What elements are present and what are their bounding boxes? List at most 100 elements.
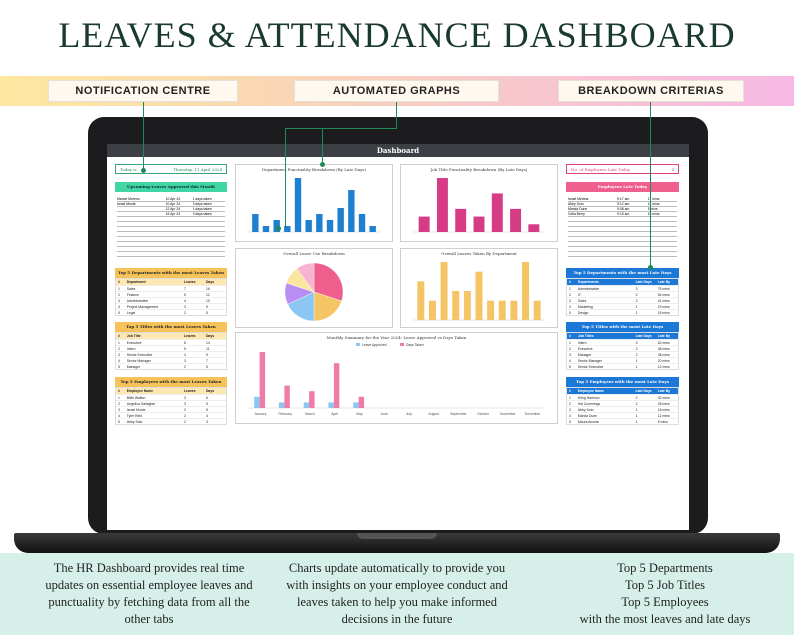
footer-right-line: Top 5 Job Titles bbox=[624, 578, 706, 592]
table-cell: 5 bbox=[569, 311, 571, 315]
table-cell: Design bbox=[577, 311, 589, 315]
laptop-base bbox=[14, 533, 780, 553]
table-cell: Senior Executive bbox=[577, 365, 604, 369]
chart-bar bbox=[353, 402, 359, 408]
table-header: # Employee Name Late Days Late By bbox=[567, 388, 678, 394]
legend-label: Days Taken bbox=[406, 343, 424, 347]
late-today-list: Israel Medina 9:17 am 17 mins Abby Soto 9:12… bbox=[568, 197, 677, 257]
chart-bar bbox=[528, 224, 540, 232]
connector-line bbox=[322, 128, 397, 129]
table-row: 2 Hal Cummings 2 28 mins bbox=[567, 400, 678, 406]
table-cell: 7 bbox=[205, 359, 208, 363]
table-cell: Hal Cummings bbox=[577, 402, 601, 406]
list-cell: 12 Apr 24 bbox=[165, 207, 181, 211]
table-cell: 1 bbox=[118, 396, 120, 400]
table-row: 1 Administrative 3 75 mins bbox=[567, 285, 678, 291]
table-cell: 1 bbox=[635, 414, 638, 418]
table-cell: 1 bbox=[635, 311, 638, 315]
table-cell: 4 bbox=[569, 414, 571, 418]
x-tick-label: November bbox=[500, 412, 517, 416]
connector-line bbox=[650, 102, 651, 268]
list-cell bbox=[117, 207, 166, 211]
connector-dot bbox=[276, 226, 281, 231]
table-row: 1 Intern 3 62 mins bbox=[567, 339, 678, 345]
table-header-cell: Late Days bbox=[635, 389, 652, 393]
table-cell: 3 bbox=[635, 341, 638, 345]
table-cell: Project Management bbox=[126, 305, 159, 309]
table-row: 1 Executive 6 14 bbox=[116, 339, 226, 345]
table-cell: Marketing bbox=[577, 305, 593, 309]
today-value: Thursday, 11 April 2024 bbox=[173, 166, 222, 172]
table-cell: 5 bbox=[205, 402, 208, 406]
chart-bar bbox=[452, 291, 460, 320]
table-row: 4 Marketing 1 23 mins bbox=[567, 303, 678, 309]
dashboard-header: Dashboard bbox=[107, 144, 689, 157]
table-cell: 2 bbox=[118, 402, 120, 406]
chart-bar bbox=[369, 226, 376, 232]
list-cell: 17 mins bbox=[647, 197, 660, 201]
table-cell: 6 bbox=[183, 341, 186, 345]
table-cell: 12 bbox=[205, 293, 210, 297]
chart-bar bbox=[417, 281, 425, 320]
table-header-cell: Late By bbox=[657, 334, 671, 338]
table-cell: 3 bbox=[183, 359, 186, 363]
top-emps-late-header: Top 5 Employees with the most Late Days bbox=[566, 377, 679, 387]
table-header: # Job Title Leaves Days bbox=[116, 333, 226, 339]
top-depts-leaves-header: Top 5 Departments with the most Leaves T… bbox=[115, 268, 227, 278]
table-cell: 4 bbox=[118, 359, 120, 363]
list-item: Israel Monte 10 Apr 24 3 days taken bbox=[117, 202, 225, 207]
today-box: Today is Thursday, 11 April 2024 bbox=[115, 164, 227, 174]
chart-bar bbox=[475, 271, 483, 320]
chart-bar bbox=[487, 300, 495, 320]
top-emps-leaves-header: Top 5 Employees with the most Leaves Tak… bbox=[115, 377, 227, 387]
chart-bar bbox=[316, 214, 323, 232]
table-cell: 1 bbox=[635, 359, 638, 363]
table-cell: Intern bbox=[126, 347, 136, 351]
page-title: LEAVES & ATTENDANCE DASHBOARD bbox=[58, 15, 736, 55]
table-cell: 2 bbox=[569, 347, 571, 351]
table-row: 3 Sales 2 41 mins bbox=[567, 297, 678, 303]
list-cell: 10 Apr 24 bbox=[165, 197, 181, 201]
table-header-cell: Late By bbox=[657, 389, 671, 393]
chart-bar bbox=[303, 402, 310, 408]
chart-bar bbox=[436, 178, 448, 232]
table-row: 2 Intern 5 11 bbox=[116, 345, 226, 351]
list-item: Celia Berry 9:15 am 15 mins bbox=[568, 212, 677, 217]
banner-tag-notification: NOTIFICATION CENTRE bbox=[48, 80, 238, 102]
pie-slice bbox=[313, 291, 342, 322]
x-tick-label: September bbox=[450, 412, 467, 416]
table-header-cell: # bbox=[118, 389, 120, 393]
table-cell: Maura Acosta bbox=[577, 420, 599, 424]
table-cell: 2 bbox=[183, 408, 186, 412]
table-cell: 54 mins bbox=[657, 293, 670, 297]
x-tick-label: January bbox=[254, 412, 266, 416]
monthly-summary-chart: Monthly Summary for the Year 2024: Leave… bbox=[235, 332, 558, 424]
table-cell: 3 bbox=[183, 402, 186, 406]
table-cell: Tyler Reid bbox=[126, 414, 143, 418]
table-cell: 3 bbox=[569, 299, 571, 303]
table-row: 4 Marcia Dunn 1 12 mins bbox=[567, 412, 678, 418]
connector-line bbox=[143, 102, 144, 170]
list-item-empty bbox=[117, 242, 225, 247]
chart-bar bbox=[254, 396, 260, 408]
x-tick-label: June bbox=[380, 412, 387, 416]
table-cell: 3 bbox=[183, 396, 186, 400]
list-item: Marcia Dunn 9:08 am 8 mins bbox=[568, 207, 677, 212]
table-cell: 1 bbox=[118, 341, 120, 345]
table-cell: 4 bbox=[118, 305, 120, 309]
list-item-empty bbox=[568, 232, 677, 237]
chart-bar bbox=[428, 300, 436, 320]
chart-bar bbox=[252, 214, 259, 232]
table-row: 2 Executive 2 48 mins bbox=[567, 345, 678, 351]
table-cell: 2 bbox=[183, 311, 186, 315]
table-cell: 32 mins bbox=[657, 396, 670, 400]
list-item-empty bbox=[568, 252, 677, 257]
table-header-cell: Late Days bbox=[635, 334, 652, 338]
table-header: # Department Leaves Days bbox=[116, 279, 226, 285]
table-cell: 2 bbox=[635, 293, 638, 297]
list-cell: 8 mins bbox=[647, 207, 658, 211]
table-cell: 5 bbox=[118, 420, 120, 424]
list-item-empty bbox=[117, 217, 225, 222]
list-cell: Marcel Moreno bbox=[117, 197, 140, 201]
table-row: 3 Abby Soto 1 18 mins bbox=[567, 406, 678, 412]
